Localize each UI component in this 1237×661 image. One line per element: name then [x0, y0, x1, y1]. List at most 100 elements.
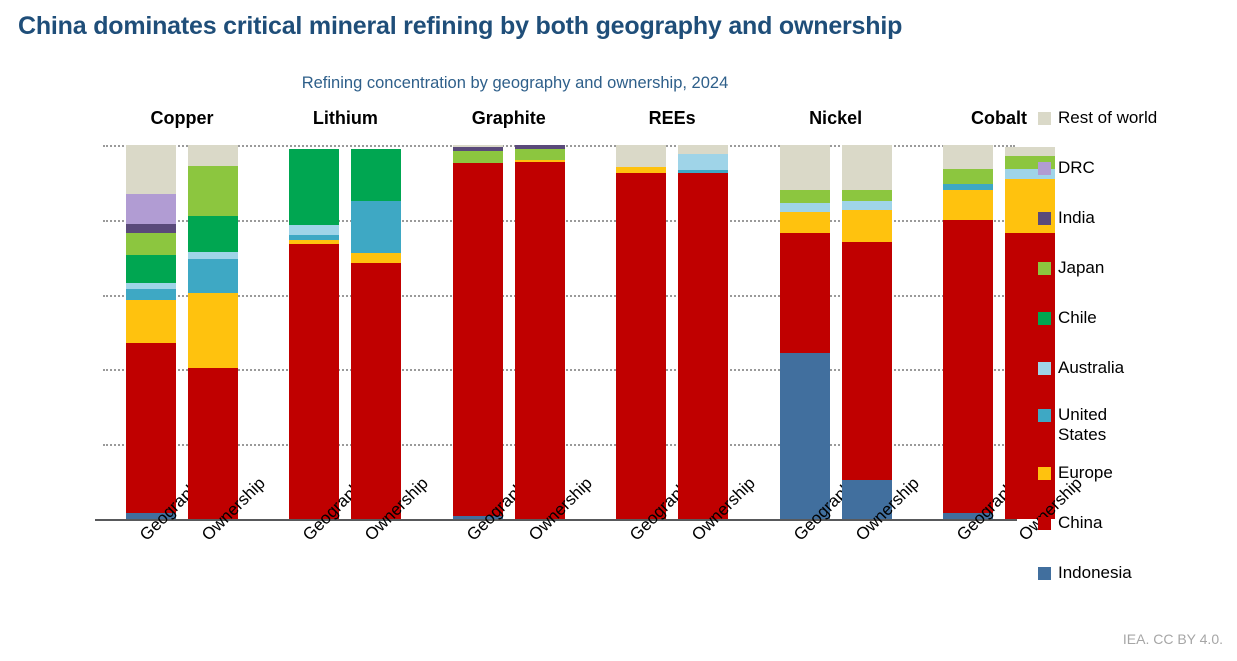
legend-swatch-icon	[1038, 212, 1051, 225]
bar-rees-geography[interactable]	[616, 145, 667, 519]
bar-segment-japan	[514, 148, 565, 160]
bar-segment-europe	[514, 159, 565, 162]
bar-segment-japan	[188, 165, 238, 217]
bar-segment-china	[351, 262, 402, 519]
bar-segment-china	[841, 242, 892, 480]
bar-lithium-ownership[interactable]	[351, 148, 402, 519]
bar-nickel-ownership[interactable]	[841, 145, 892, 519]
bar-segment-china	[678, 173, 729, 519]
bar-segment-united-states	[943, 184, 993, 190]
legend-item-japan[interactable]: Japan	[1038, 258, 1104, 278]
bar-segment-indonesia	[126, 513, 176, 519]
group-title-cobalt: Cobalt	[971, 108, 1027, 128]
bar-segment-china	[289, 244, 340, 519]
group-title-graphite: Graphite	[471, 108, 546, 128]
bar-copper-geography[interactable]	[126, 145, 176, 519]
bar-segment-chile	[188, 216, 238, 252]
bar-segment-japan	[779, 189, 830, 203]
bar-graphite-geography[interactable]	[452, 145, 503, 519]
bar-segment-europe	[943, 189, 993, 220]
group-title-copper: Copper	[150, 108, 214, 128]
legend-item-india[interactable]: India	[1038, 208, 1095, 228]
bar-segment-indonesia	[779, 352, 830, 519]
bar-segment-europe	[616, 167, 667, 174]
legend-item-australia[interactable]: Australia	[1038, 358, 1124, 378]
legend-swatch-icon	[1038, 517, 1051, 530]
legend-label: Japan	[1058, 258, 1105, 277]
bar-graphite-ownership[interactable]	[514, 145, 565, 519]
bar-segment-australia	[779, 203, 830, 213]
bar-segment-australia	[678, 154, 729, 171]
bar-cobalt-geography[interactable]	[943, 145, 993, 519]
legend-item-chile[interactable]: Chile	[1038, 308, 1097, 328]
bar-segment-china	[188, 367, 238, 519]
legend-label: Europe	[1058, 463, 1113, 482]
bar-segment-rest-of-world	[943, 145, 993, 170]
bar-segment-united-states	[289, 234, 340, 241]
legend-item-drc[interactable]: DRC	[1038, 158, 1095, 178]
bar-rees-ownership[interactable]	[678, 145, 729, 519]
legend-item-rest-of-world[interactable]: Rest of world	[1038, 108, 1157, 128]
legend-swatch-icon	[1038, 467, 1051, 480]
legend-swatch-icon	[1038, 312, 1051, 325]
bar-segment-chile	[351, 148, 402, 202]
legend-label: Indonesia	[1058, 563, 1132, 582]
bar-segment-rest-of-world	[188, 145, 238, 166]
bar-segment-europe	[779, 212, 830, 233]
bar-cobalt-ownership[interactable]	[1005, 146, 1055, 519]
bar-segment-japan	[452, 150, 503, 163]
bar-segment-china	[126, 343, 176, 514]
bar-segment-rest-of-world	[1005, 146, 1055, 157]
group-title-nickel: Nickel	[809, 108, 863, 128]
group-title-rees: REEs	[648, 108, 696, 128]
bar-segment-indonesia	[943, 513, 993, 519]
legend-label: Australia	[1058, 358, 1125, 377]
bar-segment-japan	[126, 232, 176, 256]
bar-lithium-geography[interactable]	[289, 148, 340, 519]
bar-segment-indonesia	[452, 516, 503, 519]
legend-swatch-icon	[1038, 362, 1051, 375]
plot-area: 0%20%40%60%80%100%CopperGeographyOwnersh…	[95, 108, 1086, 544]
legend-item-europe[interactable]: Europe	[1038, 463, 1113, 483]
bar-segment-rest-of-world	[841, 145, 892, 190]
bar-segment-china	[514, 161, 565, 519]
bar-segment-chile	[289, 148, 340, 226]
bar-segment-indonesia	[841, 479, 892, 519]
bar-segment-china	[779, 232, 830, 353]
legend-label: India	[1058, 208, 1095, 227]
bar-segment-drc	[126, 193, 176, 224]
page-title: China dominates critical mineral refinin…	[18, 12, 903, 40]
bar-segment-india	[514, 145, 565, 149]
bar-copper-ownership[interactable]	[188, 145, 238, 519]
bar-segment-china	[943, 219, 993, 514]
bar-segment-chile	[126, 255, 176, 284]
bar-segment-europe	[188, 292, 238, 368]
legend-swatch-icon	[1038, 112, 1051, 125]
legend-swatch-icon	[1038, 262, 1051, 275]
bar-segment-japan	[841, 189, 892, 202]
group-title-lithium: Lithium	[312, 108, 378, 128]
bar-nickel-geography[interactable]	[779, 145, 830, 519]
legend-item-united-states[interactable]: United States	[1038, 405, 1107, 445]
x-axis-line	[95, 519, 1017, 521]
legend-swatch-icon	[1038, 162, 1051, 175]
legend-label: DRC	[1058, 158, 1095, 177]
bar-segment-australia	[841, 201, 892, 211]
legend-item-china[interactable]: China	[1038, 513, 1102, 533]
bar-segment-india	[126, 223, 176, 233]
bar-segment-europe	[289, 240, 340, 245]
bar-segment-rest-of-world	[616, 145, 667, 168]
legend-item-indonesia[interactable]: Indonesia	[1038, 563, 1132, 583]
bar-segment-rest-of-world	[779, 145, 830, 190]
bar-segment-europe	[841, 210, 892, 243]
bar-segment-australia	[188, 251, 238, 260]
bar-segment-europe	[351, 253, 402, 263]
legend-label: Rest of world	[1058, 108, 1158, 127]
bar-segment-rest-of-world	[452, 145, 503, 147]
credit-text: IEA. CC BY 4.0.	[1122, 631, 1223, 647]
bar-segment-china	[452, 162, 503, 517]
bar-segment-rest-of-world	[126, 145, 176, 194]
legend-label: Chile	[1058, 308, 1097, 327]
bar-segment-rest-of-world	[678, 145, 729, 155]
